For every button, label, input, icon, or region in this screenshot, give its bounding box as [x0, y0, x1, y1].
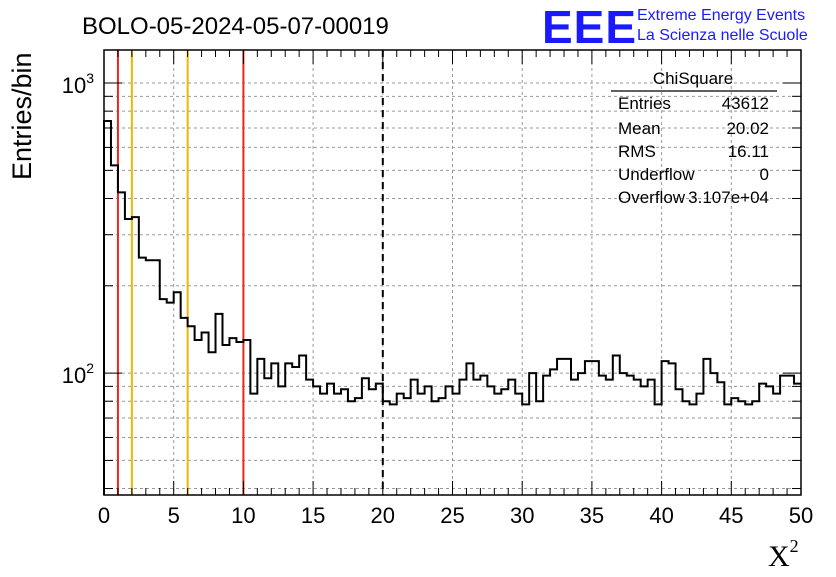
x-tick-label: 45 [719, 503, 743, 528]
y-tick-exponent: 2 [86, 360, 94, 376]
x-tick-label: 30 [510, 503, 534, 528]
x-tick-label: 35 [580, 503, 604, 528]
x-tick-label: 20 [371, 503, 395, 528]
y-tick-exponent: 3 [86, 70, 94, 86]
y-axis-label: Entries/bin [7, 52, 37, 180]
x-axis: 0 5 10 15 20 25 30 35 40 45 50 [98, 50, 813, 528]
stats-label: Mean [618, 119, 661, 138]
x-tick-label: 15 [301, 503, 325, 528]
stats-rows: Entries 43612 Mean 20.02 RMS 16.11 Underflow 0 O… [618, 94, 769, 207]
stats-box: ChiSquare Entries 43612 Mean 20.02 RMS 16.11 U… [611, 69, 777, 207]
y-tick-label: 103 [62, 70, 94, 98]
stats-value: 3.107e+04 [688, 188, 769, 207]
x-tick-label: 5 [168, 503, 180, 528]
logo-line1: Extreme Energy Events [637, 7, 805, 24]
grid-lines [104, 50, 801, 495]
logo-mark: EEE [542, 1, 637, 53]
stats-label: Entries [618, 94, 671, 113]
stats-title: ChiSquare [653, 69, 733, 88]
chart-title: BOLO-05-2024-05-07-00019 [82, 13, 389, 40]
stats-label: RMS [618, 142, 656, 161]
stats-value: 16.11 [728, 142, 769, 161]
x-axis-label: X2 [768, 536, 799, 572]
stats-value: 20.02 [726, 119, 769, 138]
stats-label: Overflow [618, 188, 686, 207]
histogram [103, 119, 801, 495]
x-tick-label: 0 [98, 503, 110, 528]
stats-label: Underflow [618, 165, 695, 184]
x-tick-label: 50 [789, 503, 813, 528]
stats-value: 43612 [722, 94, 769, 113]
y-axis: 102 103 [62, 70, 801, 490]
eee-logo: EEE Extreme Energy Events La Scienza nel… [542, 1, 808, 53]
x-tick-label: 10 [231, 503, 255, 528]
logo-line2: La Scienza nelle Scuole [637, 27, 808, 44]
stats-value: 0 [760, 165, 769, 184]
x-tick-label: 25 [440, 503, 464, 528]
threshold-lines [116, 50, 384, 495]
x-tick-label: 40 [649, 503, 673, 528]
y-tick-label: 102 [62, 360, 94, 388]
histogram-outline [103, 119, 801, 495]
